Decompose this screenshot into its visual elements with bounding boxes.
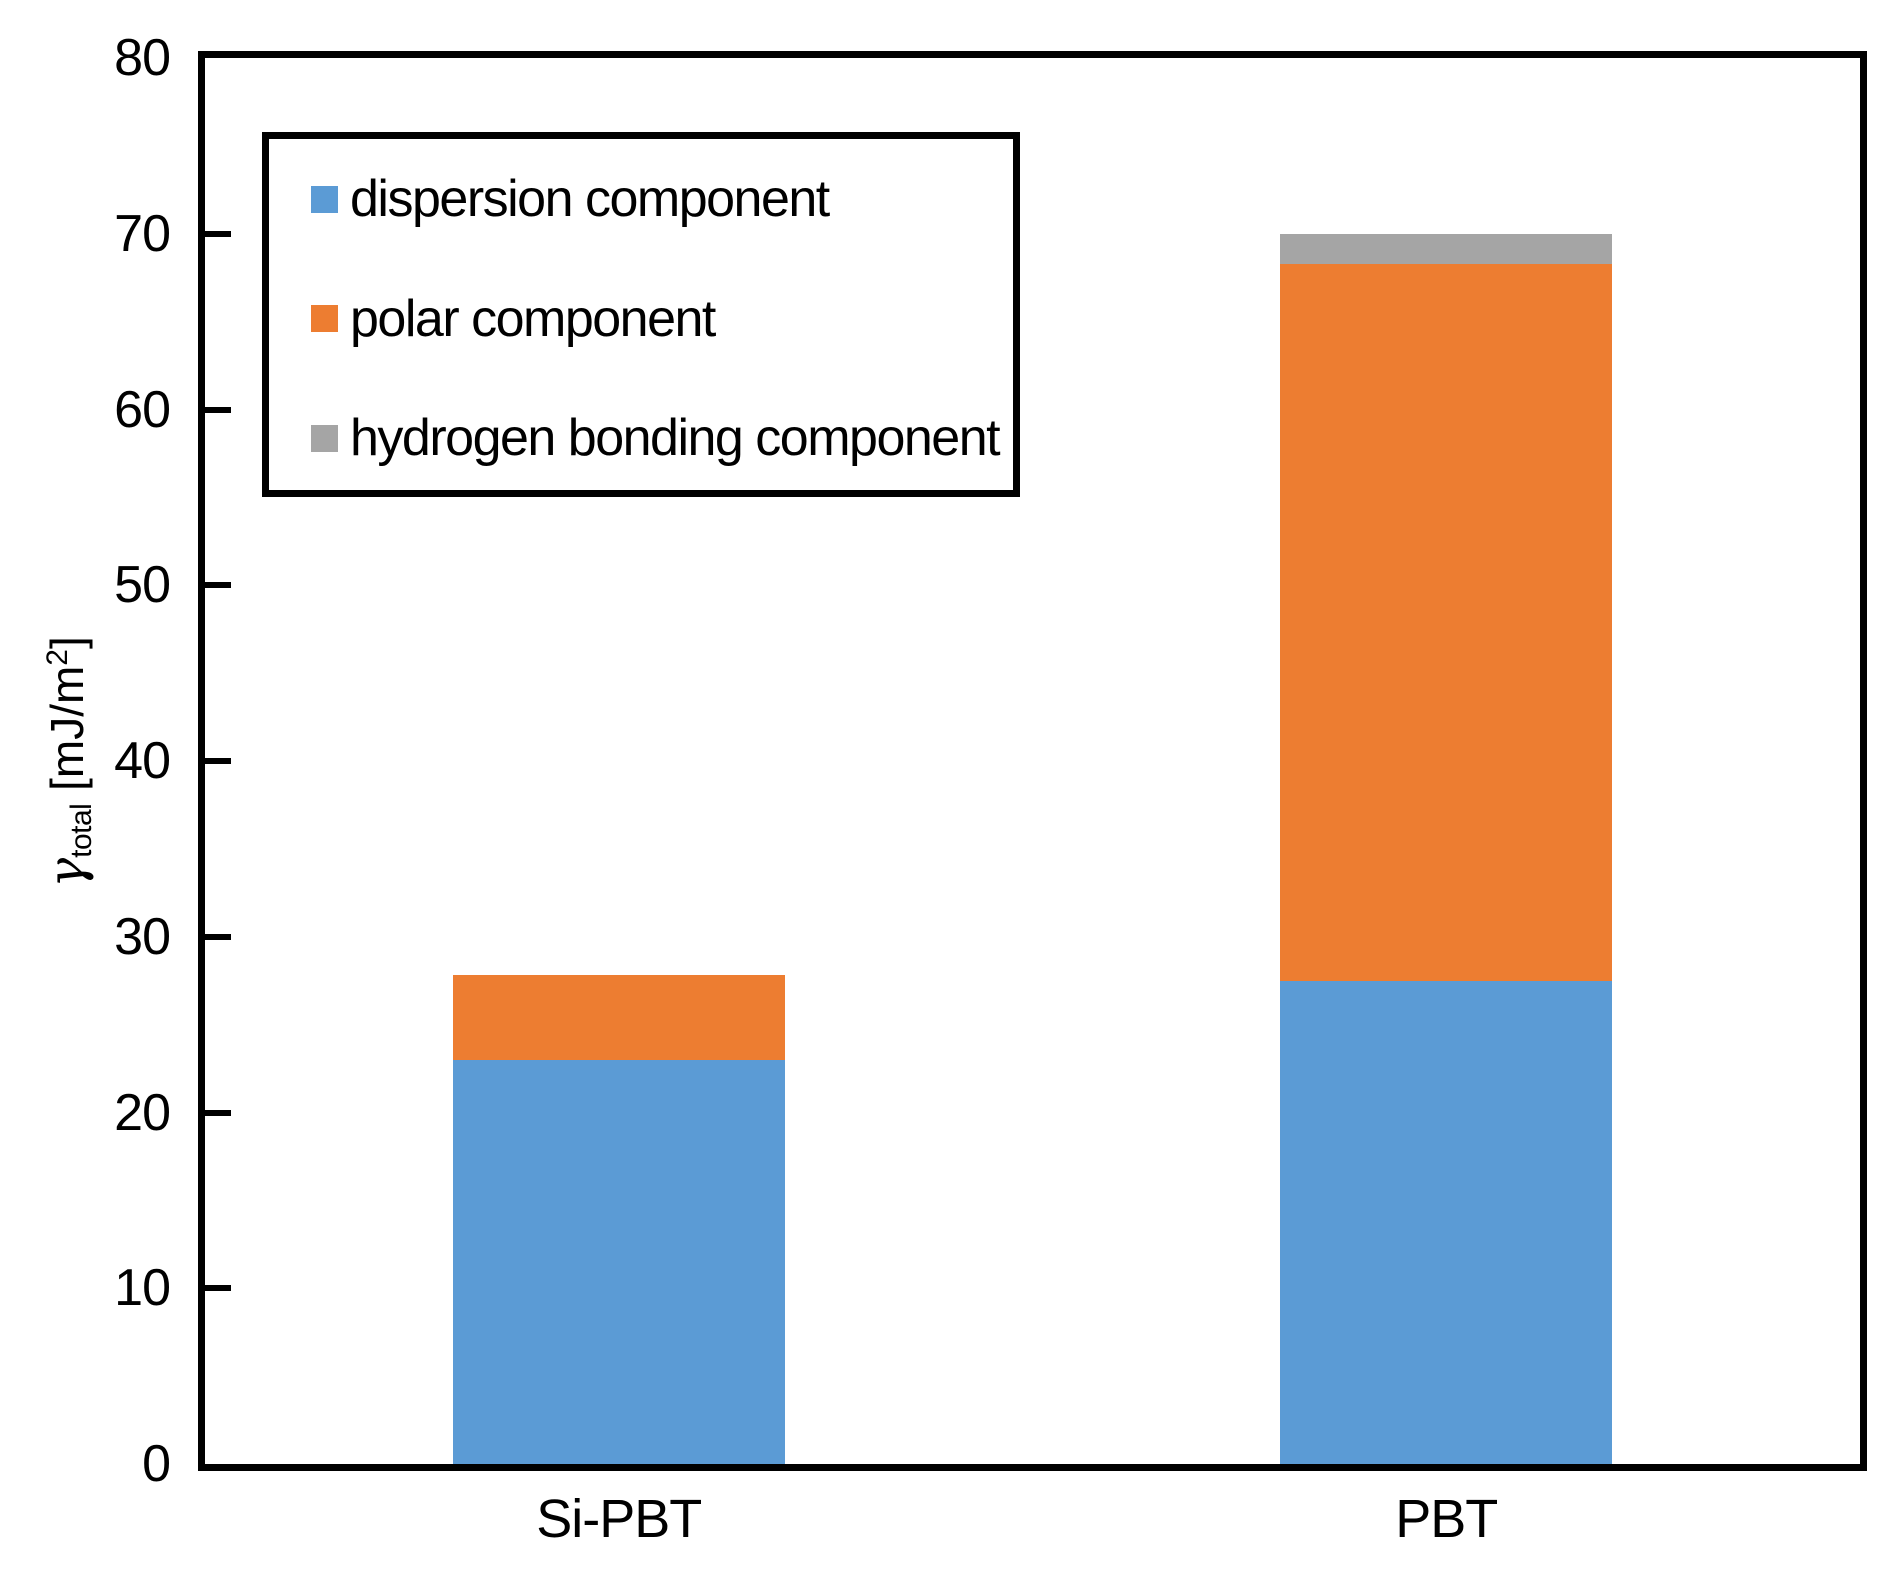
y-tick-label: 80 [114,29,171,87]
y-axis-title-superscript: 2 [41,649,74,666]
bar-segment-dispersion [1280,980,1613,1464]
y-tick-label: 0 [142,1435,171,1493]
y-axis-title-subscript: total [65,803,98,858]
y-tick-mark [205,406,231,413]
legend-label-hydrogen: hydrogen bonding component [350,409,1001,467]
x-axis-label-pbt: PBT [1395,1489,1498,1549]
y-tick-mark [205,758,231,764]
legend-swatch-dispersion-icon [311,185,338,213]
y-tick-label: 60 [114,380,171,439]
bar-segment-hydrogen [1280,233,1613,264]
y-tick-mark [205,1285,231,1292]
legend-swatch-polar-icon [311,305,338,332]
bar-segment-polar [1280,263,1613,981]
bar-pbt [1280,58,1613,1464]
y-tick-mark [205,230,231,237]
bar-si-pbt [452,58,785,1464]
y-tick-label: 10 [114,1259,171,1318]
y-tick-label: 30 [114,907,171,966]
y-axis-title-unit-close: ] [41,636,93,649]
y-tick-label: 20 [114,1083,171,1142]
y-tick-label: 70 [114,204,171,263]
y-tick-mark [205,933,231,940]
legend-label-polar: polar component [350,289,716,348]
y-tick-mark [205,1109,231,1116]
legend-item-polar: polar component [311,291,1003,347]
x-axis-label-si-pbt: Si-PBT [536,1489,702,1549]
y-tick-label: 40 [114,732,171,790]
legend-label-dispersion: dispersion component [350,170,830,228]
bar-segment-polar [452,975,785,1060]
bar-segment-dispersion [452,1059,785,1464]
y-tick-label: 50 [114,556,171,615]
legend-swatch-hydrogen-icon [311,424,338,452]
legend-item-hydrogen: hydrogen bonding component [311,410,1003,466]
plot-inner [205,58,1860,1464]
gamma-symbol: γ [37,857,95,888]
legend-item-dispersion: dispersion component [311,171,1003,227]
y-tick-mark [205,582,231,589]
legend: dispersion component polar component hyd… [262,132,1020,497]
